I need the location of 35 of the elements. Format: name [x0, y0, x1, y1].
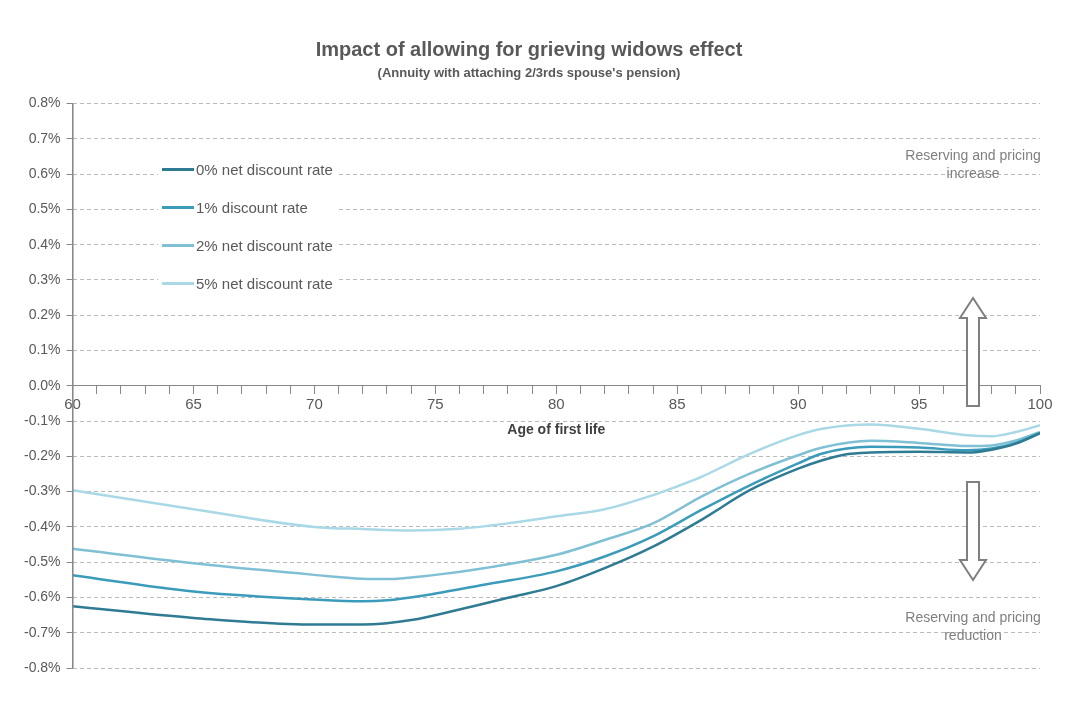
legend-label: 5% net discount rate [196, 274, 333, 292]
chart-subtitle: (Annuity with attaching 2/3rds spouse's pension) [377, 65, 681, 81]
y-tick-label: -0.7% [23, 623, 61, 640]
y-tick-label: 0.4% [28, 235, 61, 252]
y-tick-label: 0.6% [28, 165, 61, 182]
x-tick-label: 85 [668, 394, 686, 412]
y-tick-label: -0.3% [23, 482, 61, 499]
x-tick-label: 75 [427, 394, 444, 412]
legend-label: 0% net discount rate [196, 160, 333, 178]
y-tick-label: 0.8% [28, 94, 61, 111]
y-tick-label: 0.7% [28, 129, 61, 146]
x-tick-label: 100 [1027, 394, 1053, 412]
y-tick-label: 0.2% [28, 306, 61, 323]
x-tick-label: 65 [185, 394, 202, 412]
legend-label: 2% net discount rate [196, 236, 333, 254]
y-tick-label: 0.0% [28, 376, 61, 393]
y-tick-label: -0.8% [23, 658, 61, 675]
y-tick-label: -0.1% [23, 411, 61, 428]
y-tick-label: 0.1% [28, 341, 61, 358]
chart-title: Impact of allowing for grieving widows effect [315, 37, 743, 60]
y-tick-label: -0.6% [23, 588, 61, 605]
x-tick-label: 80 [547, 394, 565, 412]
x-tick-label: 90 [789, 394, 807, 412]
y-tick-label: -0.2% [23, 447, 61, 464]
y-tick-label: 0.3% [28, 270, 61, 287]
y-tick-label: 0.5% [28, 200, 61, 217]
x-tick-label: 70 [306, 394, 323, 412]
annotation: Reserving and pricing increase [904, 146, 1042, 182]
annotation: Reserving and pricing reduction [904, 608, 1042, 644]
legend-label: 1% discount rate [196, 198, 308, 216]
y-tick-label: -0.5% [23, 553, 61, 570]
line-series [72, 423, 1040, 532]
x-axis-title: Age of first life [507, 421, 606, 438]
x-tick-label: 95 [910, 394, 928, 412]
y-tick-label: -0.4% [23, 517, 61, 534]
